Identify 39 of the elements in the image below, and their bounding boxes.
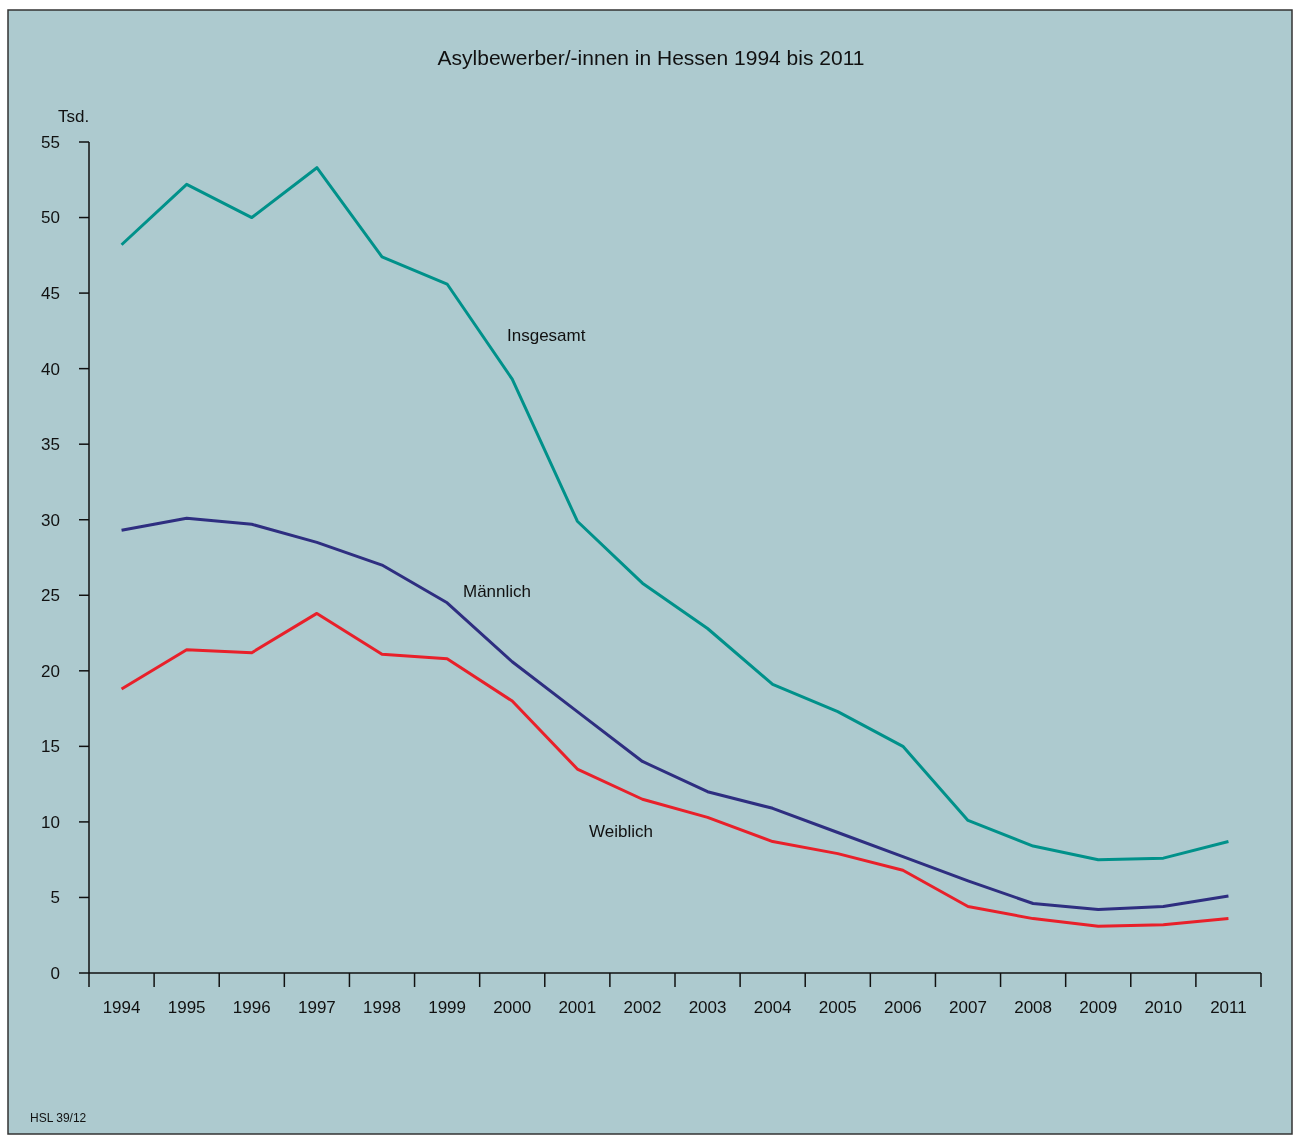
y-tick-label: 5 [50, 888, 60, 908]
x-tick-label: 1994 [102, 998, 141, 1017]
x-tick-label: 2003 [688, 998, 727, 1017]
y-tick-label: 0 [50, 963, 60, 983]
x-tick-label: 2000 [493, 998, 532, 1017]
y-tick-label: 40 [41, 359, 60, 379]
x-tick-label: 2010 [1144, 998, 1183, 1017]
x-tick-label: 2007 [949, 998, 987, 1017]
y-tick-label: 50 [41, 208, 60, 228]
x-tick-label: 1997 [297, 998, 336, 1017]
x-tick-label: 2004 [753, 998, 792, 1017]
line-series [120, 611, 1230, 928]
line-series [120, 516, 1230, 912]
y-tick-label: 10 [41, 812, 60, 832]
series-label: Männlich [463, 582, 532, 601]
y-tick-label: 55 [41, 132, 60, 152]
x-tick-label: 2002 [623, 998, 662, 1017]
x-tick-label: 1999 [428, 998, 467, 1017]
y-tick-label: 20 [41, 661, 60, 681]
x-tick-label: 1996 [232, 998, 271, 1017]
x-tick-label: 2006 [883, 998, 922, 1017]
text: HSL 39/12 [30, 1111, 87, 1125]
x-tick-label: 2011 [1210, 998, 1247, 1017]
y-tick-label: 15 [41, 737, 60, 757]
y-tick-label: 25 [41, 586, 60, 606]
x-tick-label: 1995 [167, 998, 206, 1017]
y-tick-label: 45 [41, 284, 60, 304]
y-tick-label: 35 [41, 435, 60, 455]
x-tick-label: 2001 [558, 998, 597, 1017]
line-series [120, 166, 1230, 862]
x-tick-label: 2005 [818, 998, 857, 1017]
x-tick-label: 2008 [1014, 998, 1053, 1017]
series-label: Insgesamt [507, 326, 586, 345]
y-axis-title: Tsd. [58, 107, 90, 126]
x-tick-label: 2009 [1079, 998, 1118, 1017]
chart-title: Asylbewerber/-innen in Hessen 1994 bis 2011 [437, 46, 865, 69]
y-tick-label: 30 [41, 510, 60, 530]
series-label: Weiblich [589, 822, 653, 841]
x-tick-label: 1998 [363, 998, 401, 1017]
